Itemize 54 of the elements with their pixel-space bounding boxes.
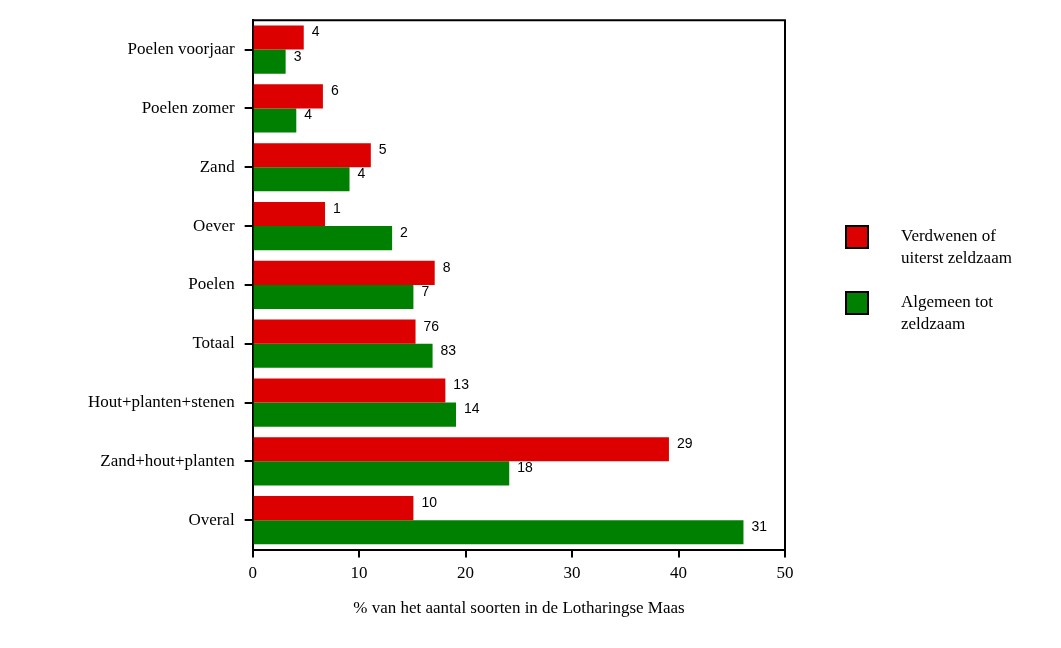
bar [253, 49, 286, 74]
annotation: 2 [400, 224, 409, 240]
bar [253, 378, 446, 403]
bar [253, 496, 414, 521]
y-tick-label: Poelen [188, 274, 236, 294]
annotation: 10 [421, 493, 438, 510]
annotation: 83 [440, 341, 457, 358]
annotation: 18 [517, 459, 534, 476]
annotation: 1 [333, 199, 342, 216]
x-tick-label: 40 [670, 563, 688, 583]
annotation: 29 [676, 435, 693, 452]
bar [253, 260, 435, 285]
bar [253, 84, 323, 109]
annotation: 6 [330, 82, 339, 99]
y-tick-label: Zand [199, 156, 236, 176]
annotation: 76 [423, 317, 440, 334]
bar [253, 319, 416, 344]
x-axis-title: % van het aantal soorten in de Lotharingse Maas [352, 598, 686, 618]
bar [253, 437, 669, 462]
annotation: 7 [421, 282, 430, 299]
legend-label: Algemeen tot zeldzaam [901, 291, 995, 335]
annotation: 13 [453, 376, 470, 393]
bar [253, 343, 433, 368]
annotation: 14 [464, 400, 480, 417]
y-tick-label: Poelen voorjaar [127, 39, 235, 59]
bar [253, 108, 297, 133]
x-tick-label: 20 [457, 563, 475, 583]
y-tick-label: Zand+hout+planten [100, 450, 236, 470]
bar [253, 284, 414, 310]
x-tick-label: 30 [563, 563, 581, 583]
y-tick-label: Totaal [192, 333, 235, 353]
annotation: 4 [304, 106, 313, 123]
bar [253, 167, 350, 192]
annotation: 5 [378, 141, 387, 158]
bar [253, 461, 510, 486]
bar [253, 201, 326, 227]
legend-label: Verdwenen of uiterst zeldzaam [901, 225, 1013, 269]
x-tick-label: 0 [248, 563, 257, 583]
annotation: 31 [751, 518, 768, 535]
x-tick-label: 50 [776, 563, 794, 583]
y-tick-label: Hout+planten+stenen [87, 392, 236, 412]
bar [253, 402, 456, 427]
y-tick-label: Poelen zomer [141, 97, 235, 117]
annotation: 8 [442, 258, 451, 275]
bar [253, 25, 304, 50]
bar [253, 520, 744, 545]
y-tick-label: Oever [193, 215, 235, 235]
annotation: 4 [357, 165, 366, 182]
x-tick-label: 10 [350, 563, 368, 583]
y-tick-label: Overal [188, 509, 235, 529]
bar [253, 226, 393, 251]
annotation: 3 [293, 47, 302, 64]
annotation: 4 [311, 23, 320, 40]
bar [253, 143, 371, 168]
